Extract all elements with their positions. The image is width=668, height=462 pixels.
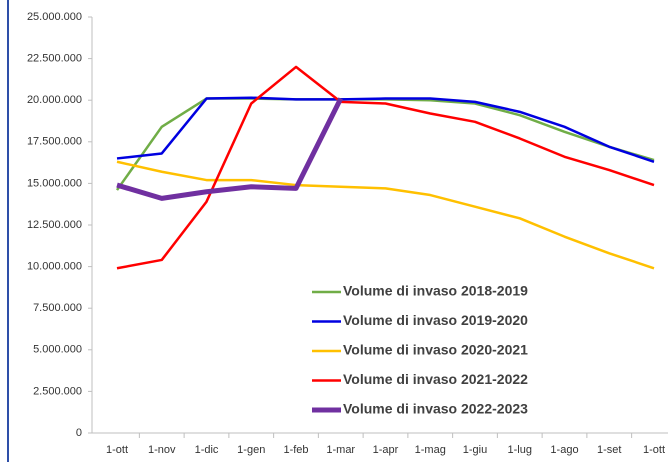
series-line (115, 97, 655, 191)
legend-label: Volume di invaso 2022-2023 (343, 401, 528, 417)
y-tick-label: 20.000.000 (27, 94, 82, 106)
y-tick-label: 22.500.000 (27, 53, 82, 65)
x-tick-label: 1-ott (643, 444, 665, 456)
legend-label: Volume di invaso 2020-2021 (343, 342, 528, 358)
series-line (116, 96, 655, 163)
y-tick-label: 10.000.000 (27, 261, 82, 273)
series-line (116, 65, 655, 270)
x-tick-label: 1-mag (415, 444, 446, 456)
x-tick-label: 1-lug (508, 444, 532, 456)
legend-label: Volume di invaso 2019-2020 (343, 312, 528, 328)
y-tick-label: 12.500.000 (27, 219, 82, 231)
series-line (116, 160, 655, 270)
x-tick-label: 1-set (597, 444, 621, 456)
y-tick-label: 17.500.000 (27, 136, 82, 148)
legend-label: Volume di invaso 2018-2019 (343, 283, 528, 299)
series-line (116, 97, 343, 201)
x-tick-label: 1-dic (195, 444, 219, 456)
x-tick-label: 1-gen (237, 444, 265, 456)
x-tick-label: 1-ago (550, 444, 578, 456)
x-tick-label: 1-ott (106, 444, 128, 456)
y-tick-label: 15.000.000 (27, 177, 82, 189)
y-tick-label: 7.500.000 (33, 302, 82, 314)
x-tick-label: 1-feb (283, 444, 308, 456)
y-tick-label: 0 (76, 427, 82, 439)
y-tick-label: 2.500.000 (33, 385, 82, 397)
x-tick-label: 1-nov (148, 444, 176, 456)
x-tick-label: 1-apr (373, 444, 399, 456)
x-tick-label: 1-giu (463, 444, 487, 456)
x-tick-label: 1-mar (326, 444, 355, 456)
y-tick-label: 5.000.000 (33, 344, 82, 356)
legend-label: Volume di invaso 2021-2022 (343, 371, 528, 387)
y-tick-label: 25.000.000 (27, 11, 82, 23)
